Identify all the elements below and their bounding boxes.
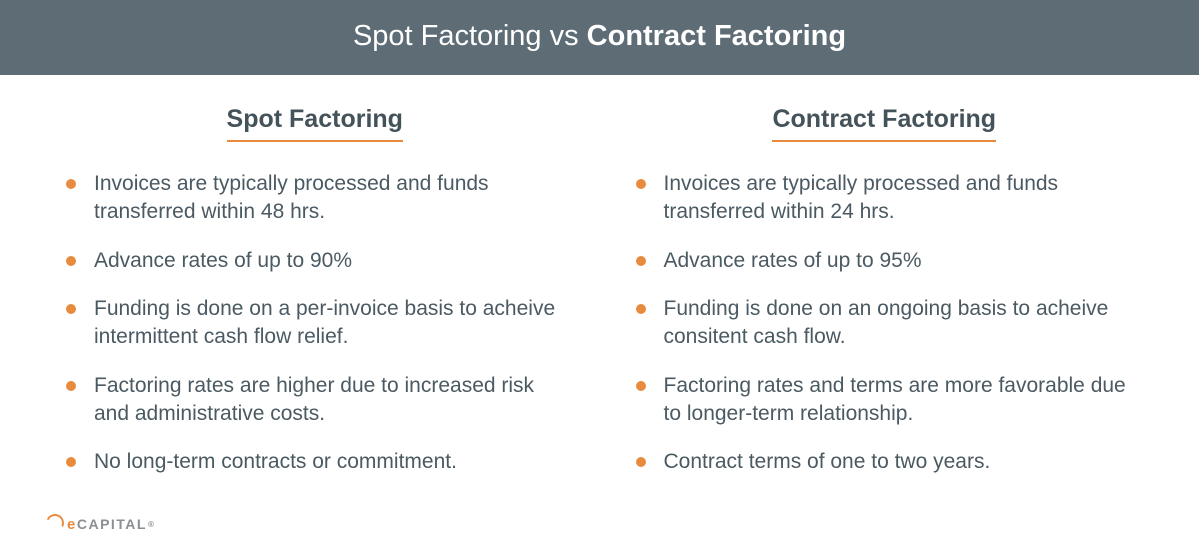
column-title: Spot Factoring xyxy=(227,105,403,142)
list-item: Invoices are typically processed and fun… xyxy=(630,170,1140,227)
ecapital-logo: e CAPITAL ® xyxy=(48,515,155,533)
logo-main-text: CAPITAL xyxy=(77,516,147,532)
list-item: Funding is done on a per-invoice basis t… xyxy=(60,295,570,352)
column-title: Contract Factoring xyxy=(772,105,996,142)
list-item: No long-term contracts or commitment. xyxy=(60,448,570,476)
column-title-wrap: Spot Factoring xyxy=(60,105,570,142)
column-spot-factoring: Spot Factoring Invoices are typically pr… xyxy=(60,105,570,497)
header-text-bold: Contract Factoring xyxy=(587,20,846,52)
list-item: Contract terms of one to two years. xyxy=(630,448,1140,476)
list-item: Advance rates of up to 95% xyxy=(630,247,1140,275)
logo-swoosh-icon xyxy=(48,515,66,533)
logo-accent-letter: e xyxy=(67,516,77,533)
header-text-light: Spot Factoring vs xyxy=(353,20,587,52)
bullet-list: Invoices are typically processed and fun… xyxy=(630,170,1140,477)
list-item: Funding is done on an ongoing basis to a… xyxy=(630,295,1140,352)
comparison-columns: Spot Factoring Invoices are typically pr… xyxy=(0,75,1199,497)
list-item: Factoring rates and terms are more favor… xyxy=(630,372,1140,429)
bullet-list: Invoices are typically processed and fun… xyxy=(60,170,570,477)
list-item: Advance rates of up to 90% xyxy=(60,247,570,275)
list-item: Factoring rates are higher due to increa… xyxy=(60,372,570,429)
column-title-wrap: Contract Factoring xyxy=(630,105,1140,142)
logo-registered-mark: ® xyxy=(148,520,155,529)
header-bar: Spot Factoring vs Contract Factoring xyxy=(0,0,1199,75)
column-contract-factoring: Contract Factoring Invoices are typicall… xyxy=(630,105,1140,497)
list-item: Invoices are typically processed and fun… xyxy=(60,170,570,227)
